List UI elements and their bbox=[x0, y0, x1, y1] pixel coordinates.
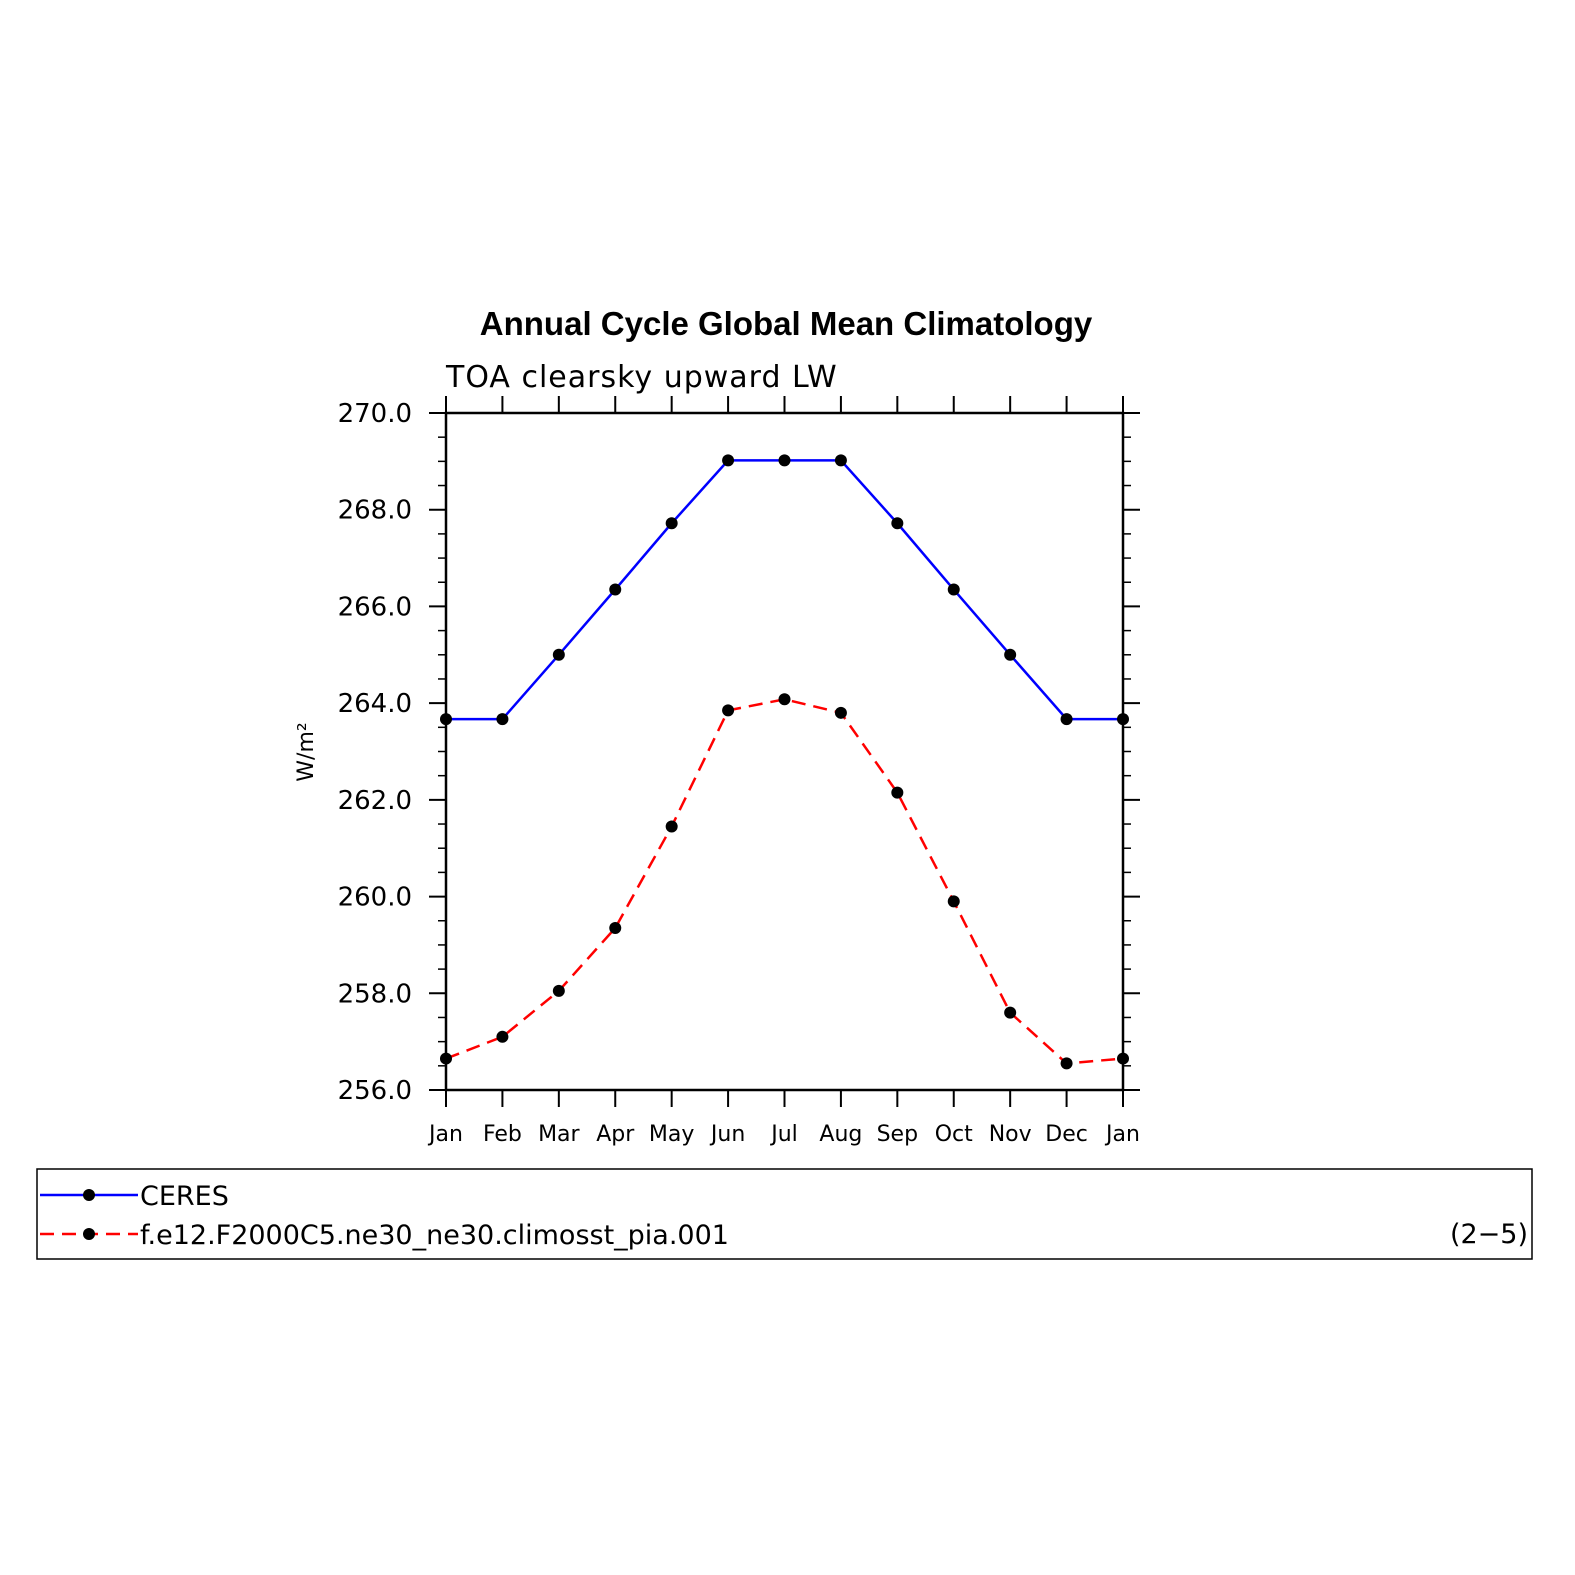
x-tick-label: Aug bbox=[819, 1122, 862, 1147]
x-tick-label: Nov bbox=[989, 1122, 1032, 1147]
series-0-point bbox=[552, 648, 565, 661]
legend-marker-1 bbox=[83, 1228, 95, 1240]
series-1-point bbox=[1004, 1006, 1017, 1019]
y-tick-label: 264.0 bbox=[338, 689, 412, 719]
legend-label-0: CERES bbox=[140, 1181, 229, 1212]
series-1-point bbox=[496, 1030, 509, 1043]
x-tick-label: Apr bbox=[596, 1122, 635, 1147]
chart-title: Annual Cycle Global Mean Climatology bbox=[480, 305, 1093, 342]
series-0-point bbox=[722, 454, 735, 467]
x-tick-label: May bbox=[649, 1122, 694, 1147]
series-0-point bbox=[1117, 713, 1129, 726]
series-1-point bbox=[1060, 1057, 1073, 1070]
series-line-1 bbox=[445, 697, 1124, 1065]
series-1-point bbox=[609, 922, 622, 935]
x-tick-label: Feb bbox=[483, 1122, 522, 1147]
series-0-point bbox=[496, 713, 509, 726]
plot-area bbox=[444, 411, 1125, 1092]
x-tick-label: Jan bbox=[427, 1122, 463, 1147]
x-tick-label: Jul bbox=[769, 1122, 798, 1147]
y-tick-label: 260.0 bbox=[338, 883, 412, 913]
series-layer bbox=[440, 454, 1129, 1070]
legend: CERES f.e12.F2000C5.ne30_ne30.climosst_pi… bbox=[36, 1168, 1533, 1260]
series-0-point bbox=[1004, 648, 1017, 661]
x-tick-label: Jan bbox=[1104, 1122, 1140, 1147]
series-1-point bbox=[1117, 1052, 1129, 1065]
series-0-point bbox=[834, 454, 847, 467]
legend-label-1: f.e12.F2000C5.ne30_ne30.climosst_pia.001 bbox=[140, 1220, 729, 1251]
y-tick-label: 268.0 bbox=[338, 496, 412, 526]
legend-marker-0 bbox=[83, 1189, 95, 1201]
chart-subtitle: TOA clearsky upward LW bbox=[445, 360, 838, 395]
x-tick-label: Sep bbox=[877, 1122, 918, 1147]
series-1-point bbox=[440, 1052, 452, 1065]
x-tick-label: Mar bbox=[538, 1122, 580, 1147]
series-1-point bbox=[552, 984, 565, 997]
axis-ticks bbox=[429, 396, 1140, 1107]
x-tick-label: Jun bbox=[709, 1122, 745, 1147]
series-line-0 bbox=[446, 459, 1123, 721]
x-tick-label: Oct bbox=[935, 1122, 973, 1147]
legend-box bbox=[36, 1168, 1533, 1260]
y-tick-label: 266.0 bbox=[338, 592, 412, 622]
series-1-point bbox=[778, 693, 791, 706]
series-1-point bbox=[834, 706, 847, 719]
series-1-point bbox=[947, 895, 960, 908]
y-tick-label: 258.0 bbox=[338, 979, 412, 1009]
x-axis-tick-labels: Jan Feb Mar Apr May Jun Jul Aug Sep Oct Nov Dec Jan bbox=[427, 1122, 1140, 1147]
y-tick-label: 256.0 bbox=[338, 1076, 412, 1106]
series-1-point bbox=[891, 786, 904, 799]
series-0-point bbox=[609, 583, 622, 596]
y-tick-label: 270.0 bbox=[338, 399, 412, 429]
plot-border bbox=[444, 411, 1125, 1092]
series-0-point bbox=[778, 454, 791, 467]
series-0-point bbox=[947, 583, 960, 596]
x-tick-label: Dec bbox=[1045, 1122, 1088, 1147]
series-1-point bbox=[665, 820, 678, 833]
series-1-point bbox=[722, 704, 735, 717]
series-0-point bbox=[1060, 713, 1073, 726]
series-0-point bbox=[440, 713, 452, 726]
panel-label: (2−5) bbox=[1450, 1219, 1528, 1250]
y-axis-tick-labels: 270.0 268.0 266.0 264.0 262.0 260.0 258.0 256.0 bbox=[338, 399, 412, 1106]
y-axis-label: W/m² bbox=[294, 722, 319, 781]
y-tick-label: 262.0 bbox=[338, 786, 412, 816]
series-0-point bbox=[891, 517, 904, 530]
series-0-point bbox=[665, 517, 678, 530]
